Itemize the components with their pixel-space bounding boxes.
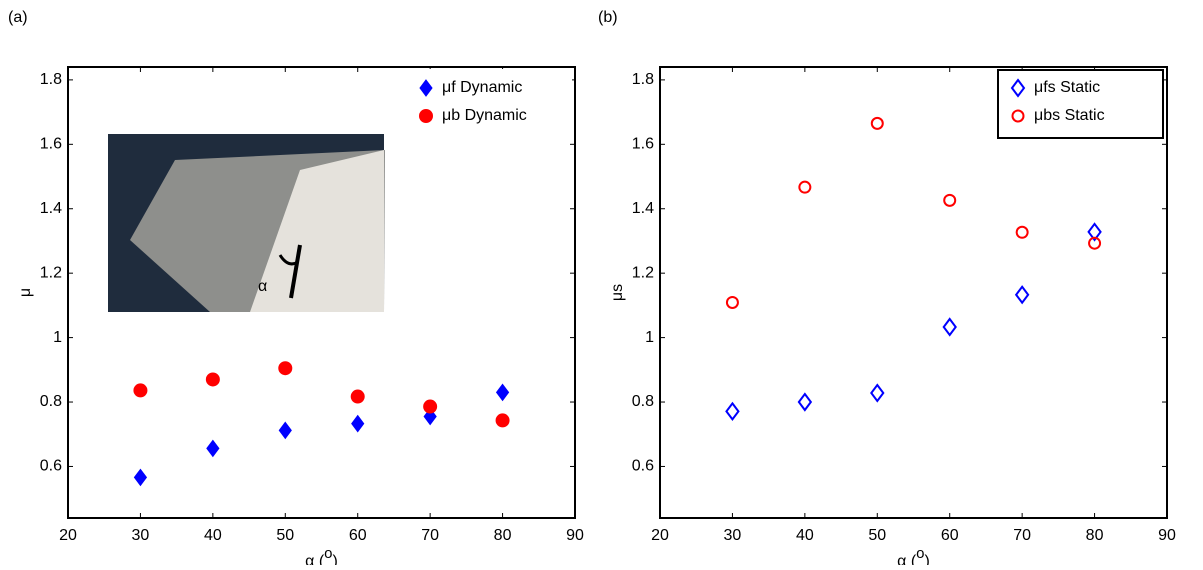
- marker: [133, 383, 148, 398]
- y-tick-label: 0.6: [632, 458, 654, 475]
- y-tick-label: 1.2: [632, 264, 654, 281]
- marker: [725, 295, 739, 309]
- marker: [423, 399, 438, 414]
- marker: [350, 389, 365, 404]
- legend-label: μbs Static: [1034, 107, 1105, 124]
- photo-plate: [250, 150, 384, 312]
- x-label-tail: ): [925, 553, 930, 565]
- y-axis-label: μs: [609, 284, 626, 301]
- x-tick-label: 90: [1158, 527, 1176, 544]
- marker: [278, 361, 293, 376]
- x-tick-label: 80: [494, 527, 512, 544]
- y-tick-label: 0.6: [40, 458, 62, 475]
- x-tick-label: 20: [651, 527, 669, 544]
- marker: [1015, 225, 1029, 239]
- y-tick-label: 1: [645, 329, 654, 346]
- x-tick-label: 70: [421, 527, 439, 544]
- x-label-sup: o: [916, 545, 924, 562]
- x-label-sup: o: [324, 545, 332, 562]
- marker: [495, 383, 510, 402]
- x-tick-label: 30: [132, 527, 150, 544]
- y-axis-label: μ: [17, 288, 34, 297]
- x-tick-label: 60: [349, 527, 367, 544]
- y-tick-label: 1.4: [40, 200, 62, 217]
- x-tick-label: 60: [941, 527, 959, 544]
- x-label-text: α (: [305, 553, 325, 565]
- x-tick-label: 50: [868, 527, 886, 544]
- x-tick-label: 90: [566, 527, 584, 544]
- marker: [206, 439, 220, 458]
- marker: [351, 414, 365, 433]
- x-tick-label: 80: [1086, 527, 1104, 544]
- marker: [278, 421, 292, 440]
- y-tick-label: 1.2: [40, 264, 62, 281]
- marker: [870, 116, 884, 130]
- legend-marker: [1010, 78, 1026, 98]
- x-tick-label: 40: [204, 527, 222, 544]
- marker: [1087, 222, 1102, 242]
- plot-frame: [659, 66, 1168, 519]
- y-tick-label: 1.8: [632, 71, 654, 88]
- y-tick-label: 1.4: [632, 200, 654, 217]
- marker: [943, 193, 957, 207]
- marker: [495, 413, 510, 428]
- marker: [205, 372, 220, 387]
- inset-label: α: [258, 278, 267, 295]
- legend-box: [997, 69, 1164, 139]
- marker: [797, 392, 813, 412]
- panel-label: (b): [598, 9, 618, 26]
- marker: [942, 317, 957, 337]
- angle-line: [289, 244, 302, 299]
- legend-label: μf Dynamic: [442, 79, 522, 96]
- marker: [798, 180, 812, 194]
- marker: [1014, 285, 1030, 305]
- x-tick-label: 40: [796, 527, 814, 544]
- marker: [1088, 236, 1102, 250]
- y-tick-label: 1.8: [40, 71, 62, 88]
- angle-arc: [278, 254, 299, 266]
- legend-marker: [419, 79, 433, 97]
- legend-label: μfs Static: [1034, 79, 1100, 96]
- legend-marker: [1011, 109, 1025, 123]
- marker: [725, 401, 740, 422]
- x-label-text: α (: [897, 553, 917, 565]
- y-tick-label: 0.8: [40, 393, 62, 410]
- y-tick-label: 1.6: [632, 136, 654, 153]
- y-tick-label: 0.8: [632, 393, 654, 410]
- legend-marker: [419, 109, 433, 123]
- x-tick-label: 50: [276, 527, 294, 544]
- x-label-tail: ): [333, 553, 338, 565]
- x-tick-label: 20: [59, 527, 77, 544]
- y-tick-label: 1.6: [40, 136, 62, 153]
- x-tick-label: 70: [1013, 527, 1031, 544]
- x-axis-label: α (o): [305, 545, 338, 565]
- inset-photo: [108, 134, 385, 312]
- panel-label: (a): [8, 9, 28, 26]
- plot-frame: [67, 66, 576, 519]
- y-tick-label: 1: [53, 329, 62, 346]
- x-axis-label: α (o): [897, 545, 930, 565]
- marker: [870, 383, 885, 403]
- marker: [133, 468, 148, 487]
- x-tick-label: 30: [724, 527, 742, 544]
- legend-label: μb Dynamic: [442, 107, 527, 124]
- legend-box: [405, 69, 572, 139]
